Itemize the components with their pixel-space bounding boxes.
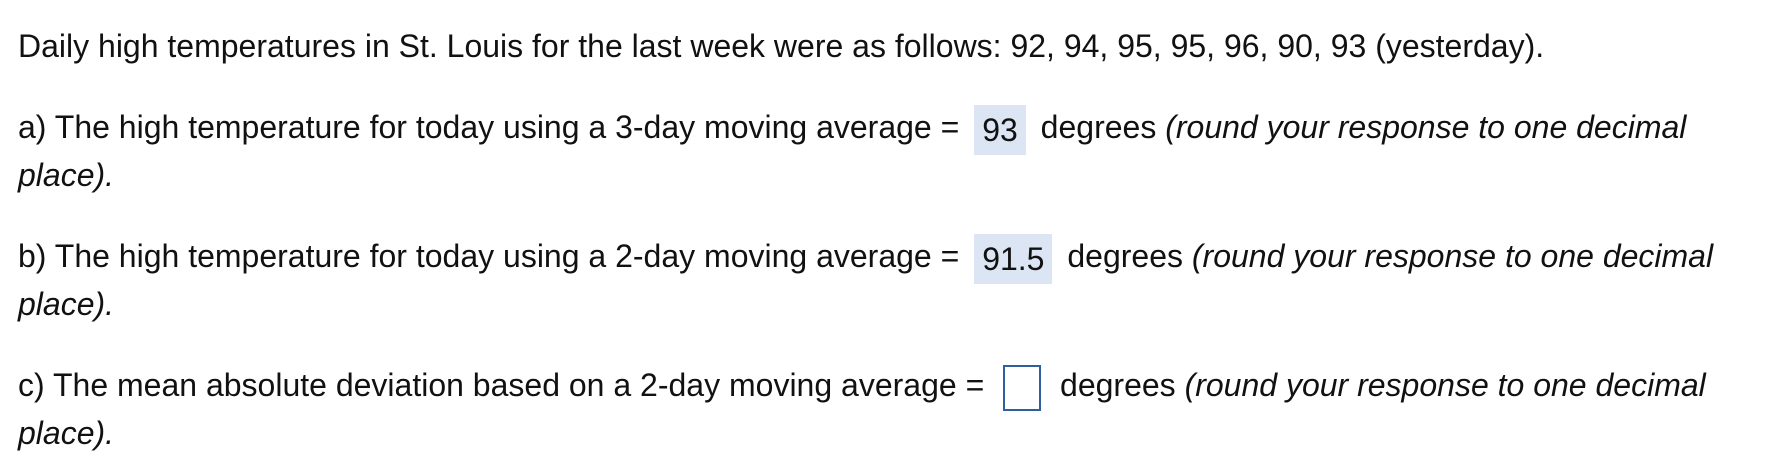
question-b-unit: degrees [1067, 238, 1183, 274]
question-c: c) The mean absolute deviation based on … [18, 361, 1706, 411]
question-a-instruction: (round your response to one decimal [1165, 109, 1687, 145]
question-b-instruction: (round your response to one decimal [1191, 238, 1714, 274]
question-a: a) The high temperature for today using … [18, 103, 1686, 155]
question-b-instruction-end: place). [18, 286, 115, 322]
problem-statement: Daily high temperatures in St. Louis for… [18, 28, 1545, 64]
question-a-answer[interactable]: 93 [974, 104, 1026, 155]
question-b: b) The high temperature for today using … [18, 232, 1713, 284]
question-b-prefix: b) The high temperature for today using … [18, 238, 960, 274]
question-b-answer[interactable]: 91.5 [974, 233, 1053, 284]
question-c-answer-input[interactable] [1003, 364, 1042, 411]
question-a-unit: degrees [1040, 109, 1157, 145]
question-c-prefix: c) The mean absolute deviation based on … [18, 367, 985, 403]
question-a-instruction-end: place). [18, 157, 115, 193]
question-c-instruction: (round your response to one decimal [1184, 367, 1706, 403]
question-c-instruction-end: place). [18, 415, 115, 451]
question-a-prefix: a) The high temperature for today using … [18, 109, 960, 145]
question-c-unit: degrees [1060, 367, 1176, 403]
